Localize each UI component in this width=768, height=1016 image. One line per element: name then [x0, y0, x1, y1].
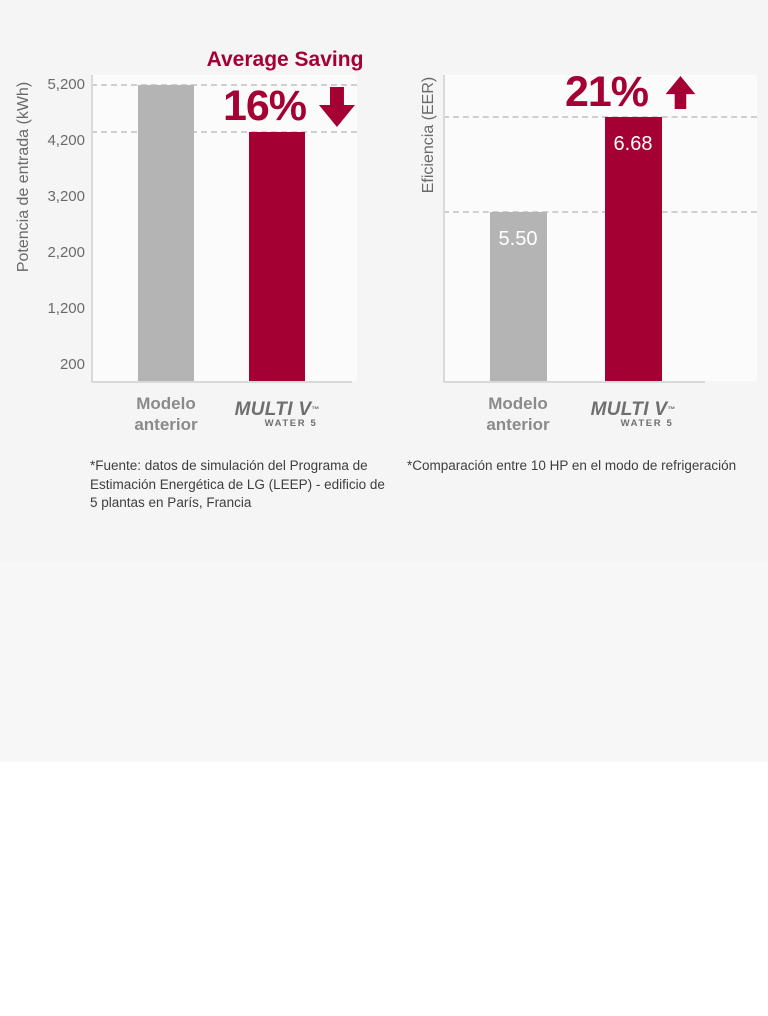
y-axis-line	[443, 75, 445, 381]
y-axis-line	[91, 75, 93, 381]
y-tick-label: 2,200	[47, 243, 85, 261]
y-tick-label: 5,200	[47, 76, 85, 94]
x-axis-line	[91, 381, 352, 383]
category-label: Modelo anterior	[486, 394, 550, 434]
reference-gridline	[443, 210, 757, 213]
footnote-comparison: *Comparación entre 10 HP en el modo de r…	[407, 458, 737, 473]
y-tick-label: 200	[59, 355, 85, 373]
reference-gridline	[91, 130, 357, 133]
reference-gridline	[91, 84, 357, 87]
saving-badge: 16%	[223, 85, 357, 128]
background-band-mid	[0, 562, 768, 762]
y-tick-label: 3,200	[47, 187, 85, 205]
efficiency-percent-text: 21%	[564, 68, 649, 116]
brand-wordmark: MULTI V™	[234, 399, 320, 420]
previous-model-bar	[138, 85, 194, 381]
chart-title: Average Saving	[206, 48, 364, 71]
multi-v-water5-logo: MULTI V™ WATER 5	[234, 399, 320, 430]
y-axis-label-eer: Eficiencia (EER)	[420, 76, 437, 194]
arrow-up-icon	[665, 76, 696, 109]
footnote-source: *Fuente: datos de simulación del Program…	[90, 458, 385, 510]
bar-value-label: 6.68	[613, 132, 653, 155]
y-tick-label: 4,200	[47, 132, 85, 149]
brand-wordmark: MULTI V™	[590, 399, 676, 420]
category-label: Modelo anterior	[134, 394, 198, 434]
bar-value-label: 5.50	[498, 227, 538, 250]
brand-sub-wordmark: WATER 5	[620, 418, 674, 429]
reference-gridline	[443, 115, 757, 118]
y-tick-label: 1,200	[47, 299, 85, 317]
efficiency-badge: 21%	[565, 71, 697, 114]
multi-v-bar	[604, 116, 662, 381]
trademark-symbol: ™	[667, 405, 676, 414]
plot-background	[91, 75, 357, 381]
arrow-down-icon	[319, 86, 356, 127]
saving-percent-text: 16%	[222, 82, 307, 130]
x-axis-line	[443, 381, 705, 383]
multi-v-bar	[249, 131, 305, 381]
previous-model-bar	[489, 211, 547, 381]
multi-v-water5-logo: MULTI V™ WATER 5	[590, 399, 676, 430]
brand-sub-wordmark: WATER 5	[264, 418, 318, 429]
y-axis-label-power: Potencia de entrada (kWh)	[15, 81, 32, 273]
trademark-symbol: ™	[311, 405, 320, 414]
